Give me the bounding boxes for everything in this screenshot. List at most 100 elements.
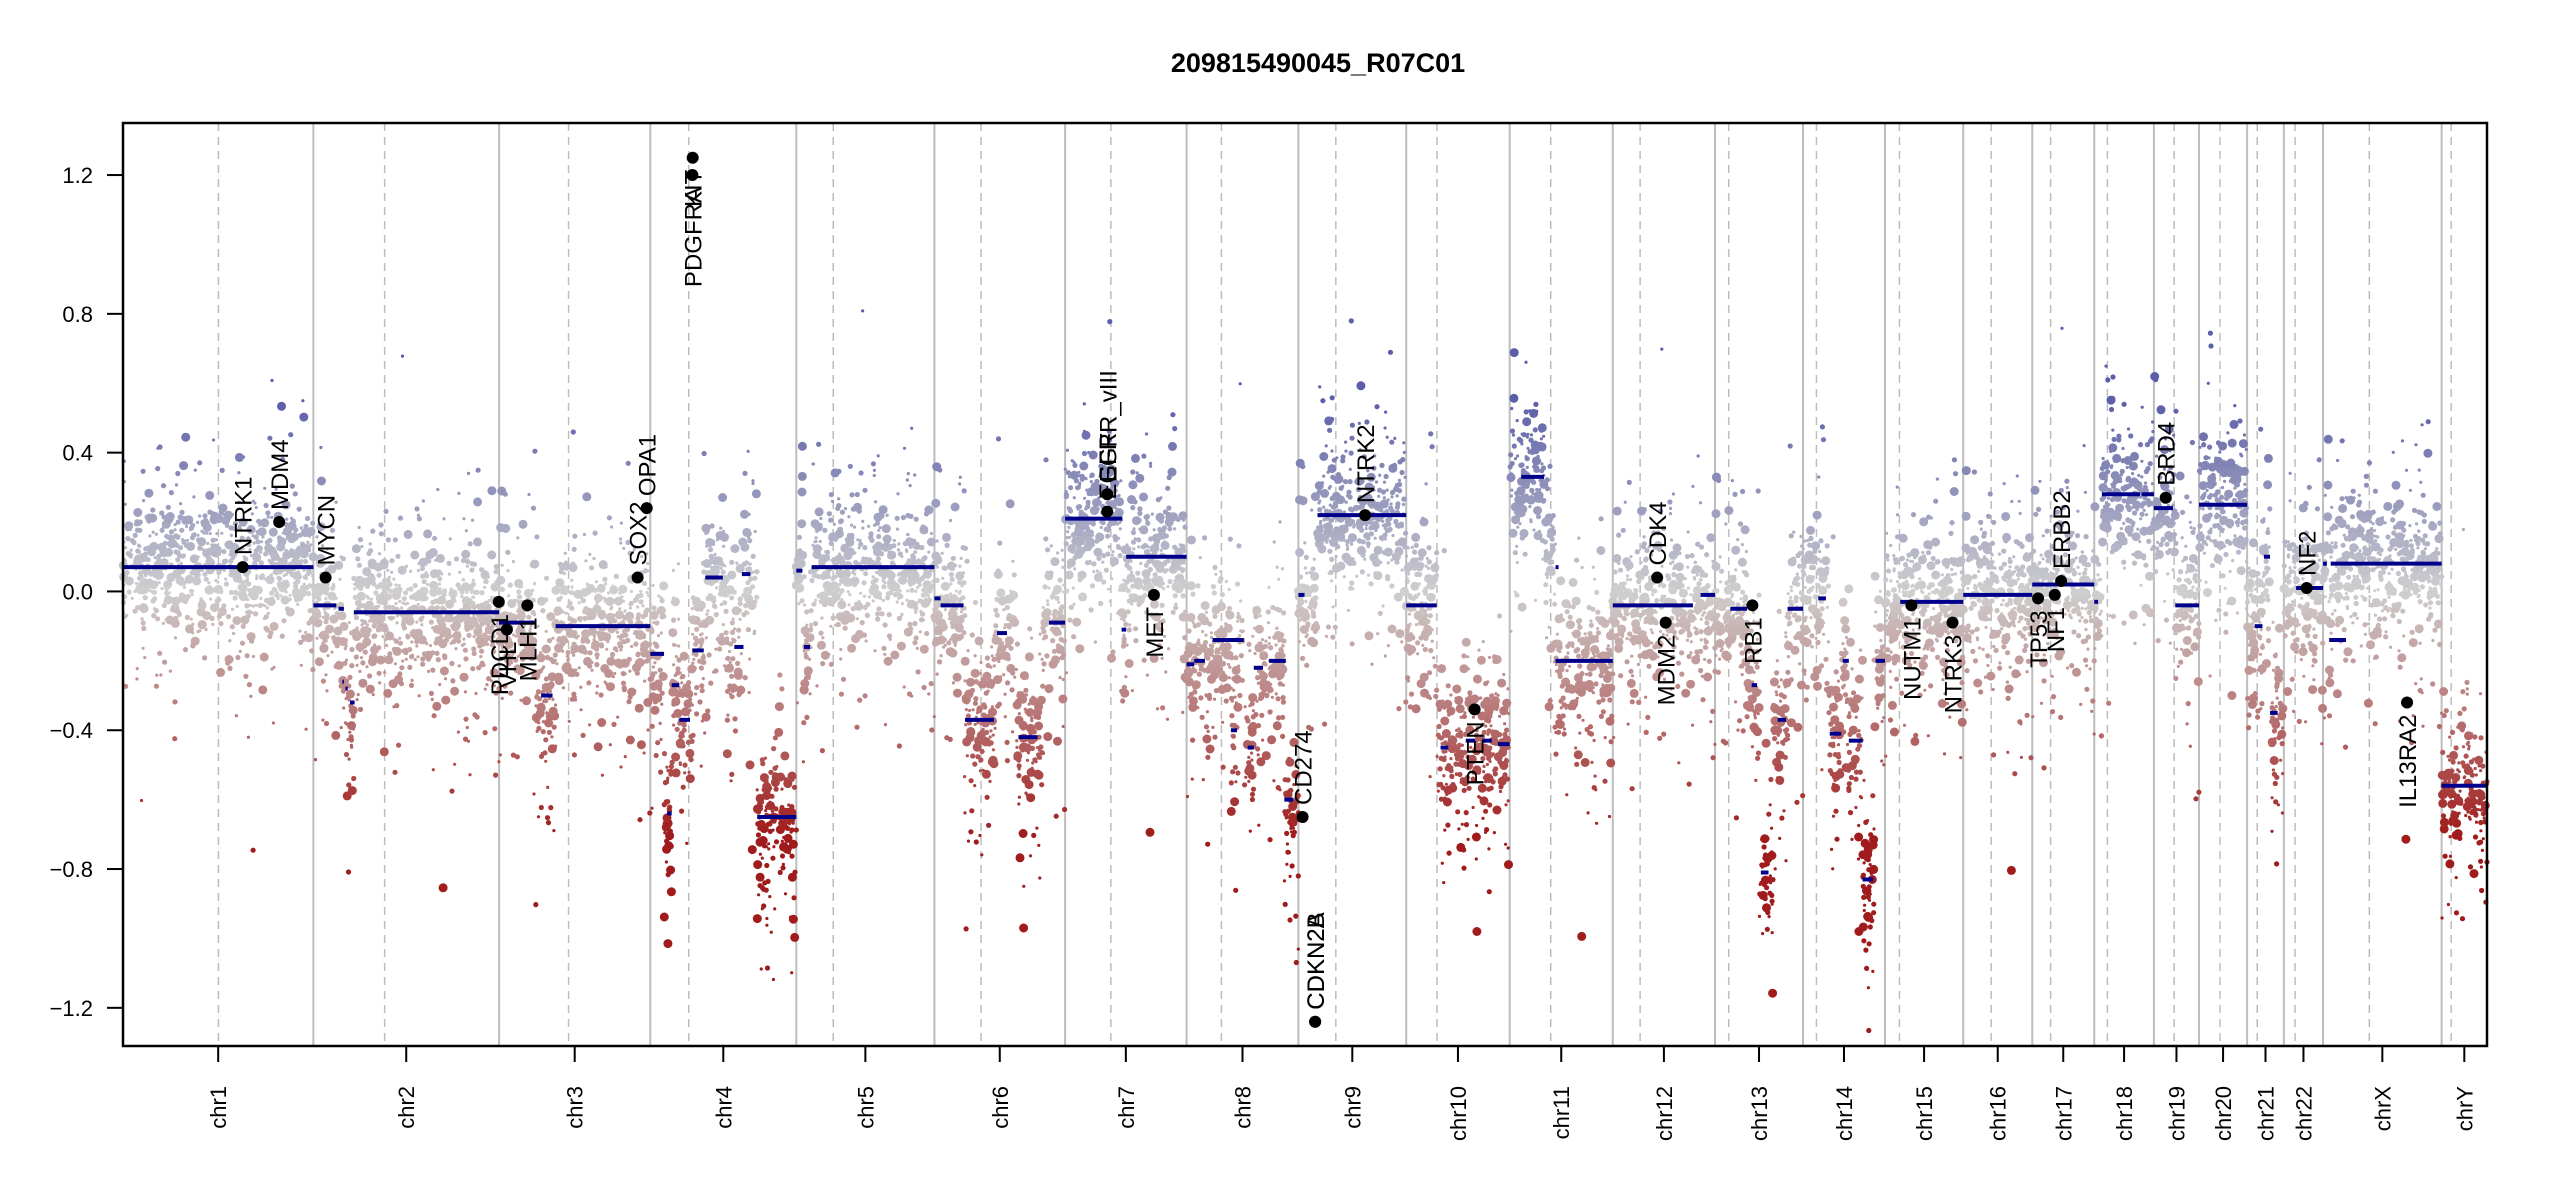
- probe-point: [172, 569, 182, 579]
- probe-point: [394, 583, 398, 587]
- probe-point: [791, 821, 795, 825]
- probe-point: [799, 598, 805, 604]
- probe-point: [545, 820, 552, 826]
- probe-point: [659, 581, 669, 591]
- probe-point: [1166, 511, 1172, 518]
- probe-point: [357, 537, 364, 543]
- probe-point: [1038, 652, 1042, 656]
- probe-point: [740, 542, 750, 552]
- probe-point: [423, 529, 433, 539]
- probe-point: [822, 573, 827, 578]
- probe-point: [728, 649, 732, 654]
- probe-point: [133, 610, 137, 614]
- probe-point: [659, 596, 663, 600]
- probe-point: [955, 571, 965, 581]
- probe-point: [283, 595, 289, 601]
- probe-point: [699, 643, 704, 647]
- probe-point: [189, 535, 196, 541]
- probe-point: [850, 576, 860, 586]
- probe-point: [164, 515, 174, 524]
- probe-point: [1280, 699, 1286, 705]
- probe-point: [748, 598, 752, 602]
- probe-point: [997, 644, 1007, 654]
- probe-point: [728, 641, 734, 647]
- probe-point: [360, 623, 364, 627]
- probe-point: [772, 765, 778, 771]
- probe-point: [430, 650, 436, 656]
- probe-point: [679, 676, 683, 680]
- probe-point: [943, 637, 947, 642]
- probe-point: [1220, 601, 1224, 605]
- probe-point: [755, 788, 759, 792]
- probe-point: [932, 462, 942, 472]
- probe-point: [532, 448, 538, 454]
- probe-point: [408, 682, 415, 689]
- probe-point: [827, 557, 831, 561]
- probe-point: [973, 696, 979, 702]
- probe-point: [594, 662, 600, 668]
- probe-point: [371, 573, 375, 577]
- probe-point: [886, 633, 893, 639]
- probe-point: [442, 517, 446, 521]
- probe-point: [883, 544, 887, 549]
- probe-point: [905, 478, 909, 482]
- probe-point: [466, 632, 472, 639]
- probe-point: [1030, 719, 1034, 723]
- probe-point: [1086, 490, 1092, 497]
- probe-point: [292, 560, 296, 564]
- probe-point: [368, 542, 372, 546]
- probe-point: [398, 636, 402, 640]
- probe-point: [123, 683, 129, 689]
- probe-point: [1059, 655, 1065, 661]
- probe-point: [867, 524, 871, 528]
- probe-point: [1011, 572, 1017, 578]
- probe-point: [1107, 527, 1111, 531]
- probe-point: [580, 598, 587, 604]
- probe-point: [613, 671, 617, 676]
- probe-point: [1172, 593, 1178, 599]
- probe-point: [907, 621, 913, 627]
- probe-point: [133, 508, 143, 517]
- probe-point: [238, 574, 242, 578]
- probe-point: [609, 585, 619, 595]
- probe-point: [147, 569, 152, 573]
- probe-point: [635, 652, 641, 658]
- probe-point: [1057, 656, 1061, 661]
- probe-point: [1259, 685, 1265, 691]
- probe-point: [1067, 475, 1072, 479]
- probe-point: [973, 722, 977, 727]
- probe-point: [604, 669, 614, 678]
- probe-point: [672, 663, 676, 667]
- probe-point: [821, 576, 825, 581]
- probe-point: [244, 614, 251, 620]
- probe-point: [463, 656, 469, 662]
- probe-point: [1152, 528, 1156, 532]
- probe-point: [1018, 742, 1028, 752]
- probe-point: [175, 557, 181, 563]
- probe-point: [706, 609, 710, 613]
- probe-point: [996, 701, 1003, 707]
- probe-point: [868, 531, 874, 537]
- probe-point: [636, 612, 642, 618]
- probe-point: [298, 639, 304, 646]
- probe-point: [886, 612, 892, 618]
- probe-point: [668, 628, 678, 638]
- probe-point: [432, 585, 438, 592]
- probe-point: [412, 582, 418, 589]
- probe-point: [795, 701, 800, 705]
- probe-point: [1037, 843, 1041, 848]
- probe-point: [675, 738, 685, 748]
- probe-point: [637, 817, 643, 823]
- probe-point: [271, 549, 275, 553]
- probe-point: [965, 713, 972, 719]
- probe-point: [338, 577, 342, 582]
- probe-point: [473, 537, 482, 547]
- probe-point: [815, 684, 819, 688]
- probe-point: [865, 601, 871, 608]
- probe-point: [846, 590, 850, 594]
- probe-point: [1165, 717, 1170, 721]
- probe-point: [762, 880, 768, 886]
- probe-point: [1088, 607, 1094, 613]
- probe-point: [1165, 568, 1169, 572]
- probe-point: [1143, 562, 1149, 568]
